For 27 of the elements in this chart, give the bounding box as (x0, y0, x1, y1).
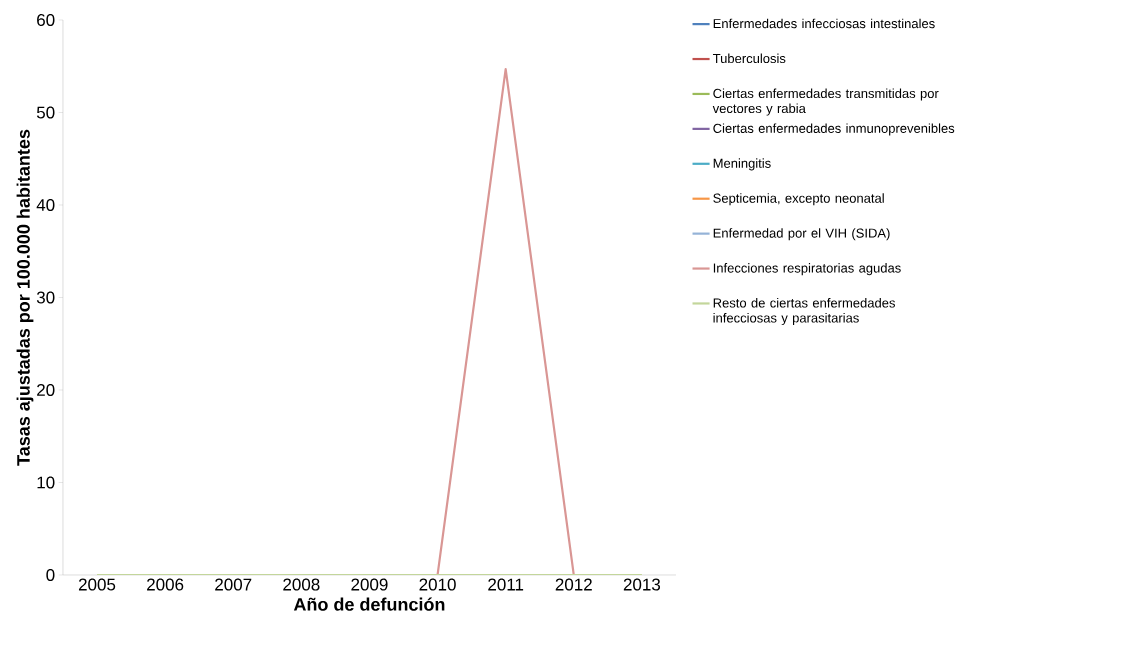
legend-label: Tuberculosis (712, 53, 786, 64)
y-tick-label: 60 (37, 13, 55, 27)
legend-label: Ciertas enfermedades transmitidas por vectores y rabia (712, 88, 939, 116)
y-tick-label: 30 (36, 291, 55, 304)
x-tick-label: 2012 (555, 578, 592, 591)
x-tick-label: 2005 (78, 578, 116, 591)
y-tick-label: 20 (37, 383, 55, 397)
x-tick-label: 2006 (147, 578, 184, 591)
y-tick-label: 40 (36, 198, 55, 212)
x-tick-label: 2008 (283, 578, 320, 591)
legend-label: Infecciones respiratorias agudas (713, 263, 901, 276)
x-tick-label: 2009 (351, 578, 388, 591)
y-axis-title: Tasas ajustadas por 100.000 habitantes (16, 129, 34, 466)
legend-label: Meningitis (713, 158, 771, 171)
legend-label: Resto de ciertas enfermedades infecciosas y parasitarias (713, 298, 895, 326)
y-tick-label: 50 (36, 106, 55, 119)
legend-label: Septicemia, excepto neonatal (713, 193, 884, 206)
legend-label: Enfermedad por el VIH (SIDA) (713, 228, 890, 241)
x-tick-label: 2010 (419, 578, 456, 591)
y-tick-label: 10 (37, 476, 55, 489)
x-tick-label: 2013 (623, 578, 661, 591)
legend-label: Enfermedades infecciosas intestinales (713, 18, 935, 29)
x-tick-label: 2011 (488, 578, 524, 591)
x-tick-label: 2007 (215, 578, 252, 591)
y-tick-label: 0 (46, 568, 55, 582)
legend-label: Ciertas enfermedades inmunoprevenibles (713, 123, 955, 136)
x-axis-title: Año de defunción (293, 597, 445, 611)
